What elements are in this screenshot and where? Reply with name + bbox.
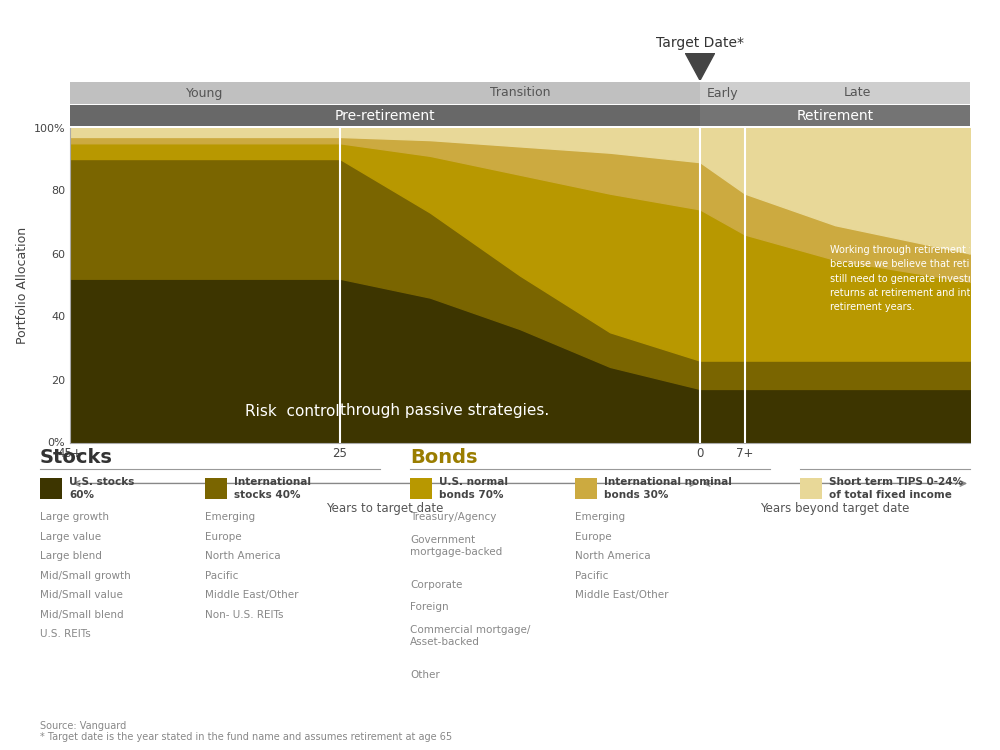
Text: Late: Late [844, 86, 871, 100]
Text: Mid/Small growth: Mid/Small growth [40, 571, 131, 580]
Text: Source: Vanguard: Source: Vanguard [40, 722, 126, 731]
Text: Mid/Small value: Mid/Small value [40, 590, 123, 600]
Text: Retirement: Retirement [796, 109, 874, 122]
Text: Years beyond target date: Years beyond target date [760, 503, 910, 515]
Text: Short term TIPS 0-24%
of total fixed income: Short term TIPS 0-24% of total fixed inc… [829, 477, 963, 500]
Text: Government
mortgage-backed: Government mortgage-backed [410, 535, 502, 557]
Text: Corporate: Corporate [410, 580, 462, 590]
Text: Europe: Europe [205, 532, 242, 542]
Text: Emerging: Emerging [205, 512, 255, 522]
Text: Early: Early [707, 86, 738, 100]
Text: Young: Young [186, 86, 224, 100]
Text: Mid/Small blend: Mid/Small blend [40, 610, 124, 620]
Text: Working through retirement years
because we believe that retirees
still need to : Working through retirement years because… [830, 245, 1000, 313]
Text: Pacific: Pacific [205, 571, 238, 580]
Text: Europe: Europe [575, 532, 612, 542]
Text: Pre-retirement: Pre-retirement [335, 109, 435, 122]
Text: Non- U.S. REITs: Non- U.S. REITs [205, 610, 284, 620]
Text: Risk  control: Risk control [245, 404, 340, 418]
Text: U.S. stocks
60%: U.S. stocks 60% [69, 477, 134, 500]
Polygon shape [685, 53, 715, 80]
Text: Other: Other [410, 670, 440, 680]
Text: Large blend: Large blend [40, 551, 102, 561]
Text: Foreign: Foreign [410, 602, 449, 612]
Text: International
stocks 40%: International stocks 40% [234, 477, 311, 500]
Text: International nominal
bonds 30%: International nominal bonds 30% [604, 477, 732, 500]
Y-axis label: Portfolio Allocation: Portfolio Allocation [16, 226, 29, 344]
Text: Pacific: Pacific [575, 571, 608, 580]
Text: U.S. REITs: U.S. REITs [40, 629, 91, 639]
Text: U.S. normal
bonds 70%: U.S. normal bonds 70% [439, 477, 508, 500]
Text: Treasury/Agency: Treasury/Agency [410, 512, 496, 522]
Text: Transition: Transition [490, 86, 550, 100]
Text: through passive strategies.: through passive strategies. [340, 404, 549, 418]
Text: Middle East/Other: Middle East/Other [575, 590, 669, 600]
Text: Bonds: Bonds [410, 448, 478, 467]
Text: * Target date is the year stated in the fund name and assumes retirement at age : * Target date is the year stated in the … [40, 733, 452, 742]
Text: Large growth: Large growth [40, 512, 109, 522]
Text: Large value: Large value [40, 532, 101, 542]
Text: Commercial mortgage/
Asset-backed: Commercial mortgage/ Asset-backed [410, 625, 530, 647]
Text: Target Date*: Target Date* [656, 35, 744, 50]
Text: Stocks: Stocks [40, 448, 113, 467]
Text: North America: North America [205, 551, 281, 561]
Text: Emerging: Emerging [575, 512, 625, 522]
Text: Middle East/Other: Middle East/Other [205, 590, 298, 600]
Text: North America: North America [575, 551, 651, 561]
Text: Years to target date: Years to target date [326, 503, 444, 515]
